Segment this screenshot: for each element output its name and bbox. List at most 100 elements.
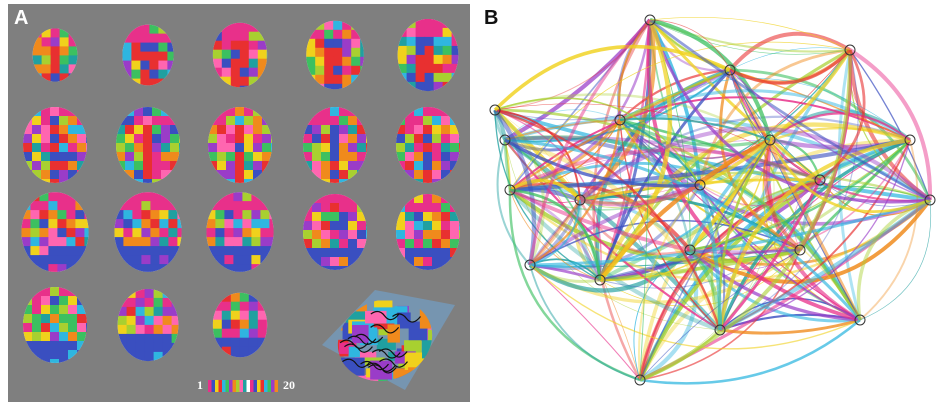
connection — [718, 138, 911, 331]
region — [217, 116, 227, 126]
region — [126, 306, 137, 317]
region — [239, 319, 250, 330]
connection — [729, 47, 851, 71]
region — [135, 306, 146, 317]
node — [764, 134, 776, 146]
region — [260, 246, 270, 256]
region — [39, 210, 49, 220]
region — [224, 201, 234, 211]
region — [433, 63, 444, 74]
region — [226, 143, 236, 153]
region — [414, 248, 424, 258]
region — [57, 228, 67, 238]
connection — [529, 199, 581, 266]
region — [378, 323, 396, 336]
region — [135, 315, 146, 326]
region — [134, 152, 144, 162]
region — [32, 161, 42, 171]
region — [351, 47, 361, 58]
region — [405, 134, 415, 144]
region — [177, 228, 182, 238]
region — [126, 333, 137, 344]
region — [206, 246, 216, 256]
region — [144, 315, 155, 326]
region — [68, 314, 78, 324]
region — [339, 257, 349, 267]
region — [86, 314, 87, 324]
region — [77, 305, 87, 315]
region — [150, 237, 160, 247]
region — [41, 305, 51, 315]
region — [235, 161, 245, 171]
region — [30, 219, 40, 229]
region — [41, 332, 51, 342]
region — [450, 134, 460, 144]
region — [312, 221, 322, 231]
region — [123, 219, 133, 229]
region — [144, 324, 155, 335]
region — [414, 212, 424, 222]
region — [226, 125, 236, 135]
region — [66, 255, 76, 265]
region — [57, 192, 67, 202]
region — [397, 36, 408, 47]
connection — [494, 109, 581, 201]
region — [360, 56, 364, 67]
brain-slice — [206, 192, 274, 272]
colorbar-swatch — [229, 380, 233, 392]
connection — [598, 68, 732, 281]
region — [366, 221, 367, 231]
region — [117, 333, 128, 344]
region — [230, 310, 241, 321]
region — [140, 51, 150, 62]
region — [424, 18, 435, 29]
region — [405, 221, 415, 231]
region — [262, 134, 272, 144]
region — [152, 179, 162, 183]
region — [354, 351, 377, 361]
colorbar-swatch — [250, 380, 254, 392]
region — [208, 134, 218, 144]
region — [32, 143, 42, 153]
region — [132, 237, 142, 247]
colorbar-swatch — [264, 380, 268, 392]
brain-slice — [23, 107, 87, 183]
region — [140, 78, 150, 86]
region — [131, 69, 141, 80]
region — [235, 179, 245, 183]
region — [39, 237, 49, 247]
region — [433, 54, 444, 65]
region — [179, 134, 180, 144]
region — [432, 161, 442, 171]
region — [221, 76, 232, 87]
region — [84, 228, 89, 238]
region — [248, 319, 259, 330]
connection — [768, 139, 931, 213]
region — [134, 107, 144, 117]
region — [303, 125, 313, 135]
region — [68, 134, 78, 144]
connection — [729, 69, 931, 202]
region — [450, 152, 460, 162]
region — [330, 107, 340, 117]
region — [140, 24, 150, 35]
region — [41, 170, 51, 180]
region — [32, 46, 43, 56]
region — [230, 40, 241, 51]
region — [224, 255, 234, 265]
region — [235, 134, 245, 144]
connection — [729, 69, 911, 141]
region — [41, 73, 52, 82]
connection — [639, 19, 651, 381]
region — [257, 40, 268, 51]
region — [217, 152, 227, 162]
region — [126, 342, 137, 353]
region — [161, 161, 171, 171]
region — [260, 237, 270, 247]
region — [59, 152, 69, 162]
region — [66, 246, 76, 256]
region — [339, 143, 349, 153]
region — [68, 143, 78, 153]
region — [423, 179, 433, 183]
region — [312, 161, 322, 171]
